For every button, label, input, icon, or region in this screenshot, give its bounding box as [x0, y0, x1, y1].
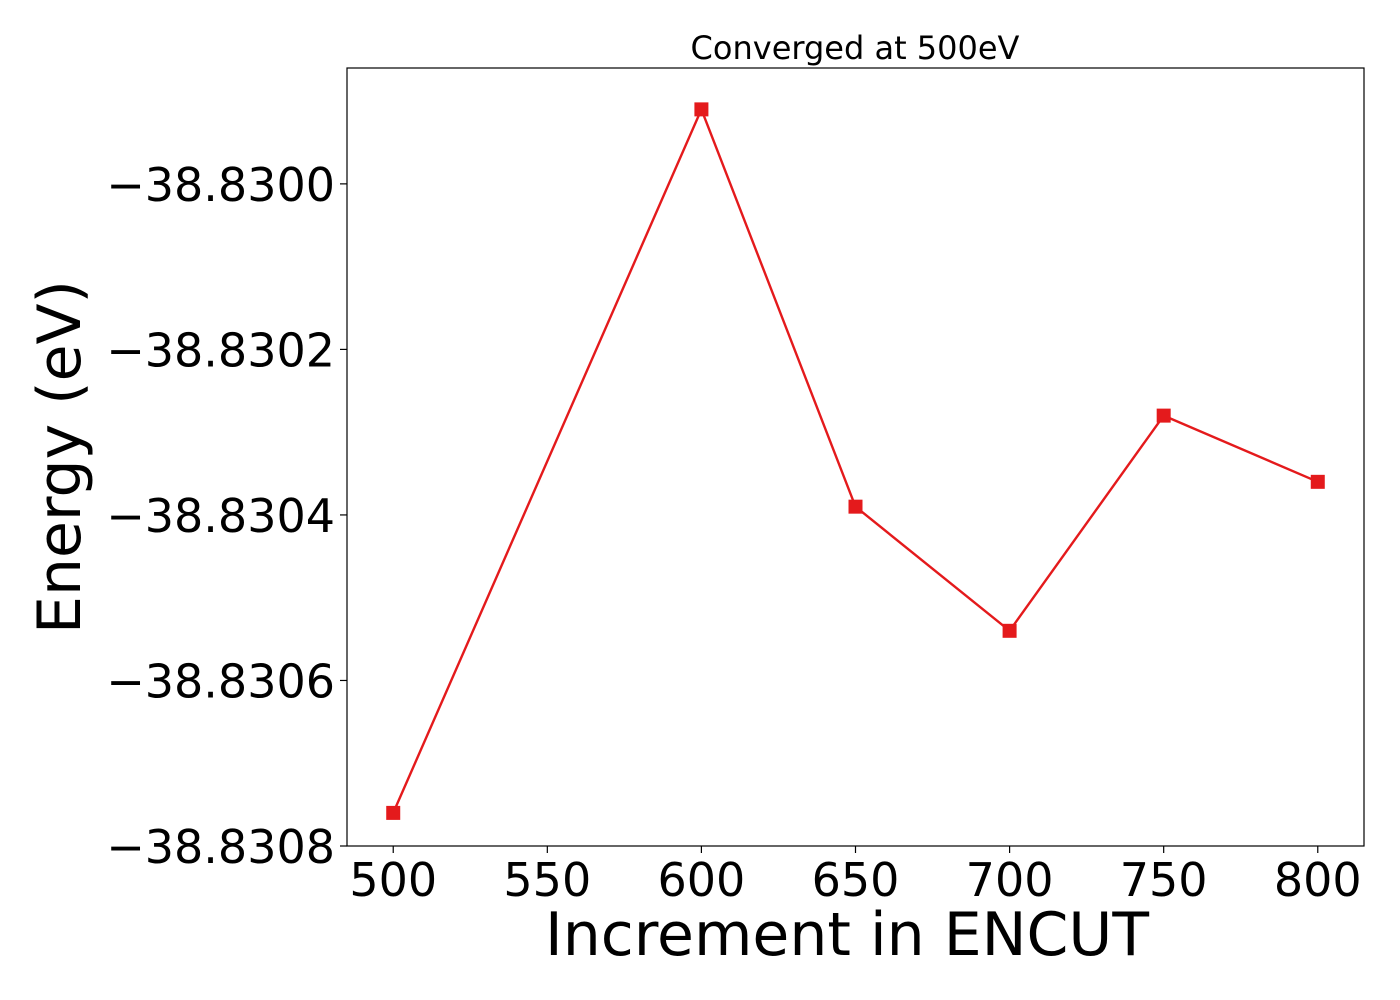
data-point-marker: [386, 805, 401, 820]
series-line: [392, 106, 1319, 814]
data-point-marker: [1002, 623, 1017, 638]
chart-title: Converged at 500eV: [691, 29, 1020, 67]
x-tick-label: 800: [1274, 853, 1362, 907]
x-tick-label: 700: [966, 853, 1054, 907]
x-tick-label: 650: [812, 853, 900, 907]
x-tick-label: 750: [1120, 853, 1208, 907]
data-point-marker: [1156, 408, 1171, 423]
data-point-marker: [848, 499, 863, 514]
y-tick-label: −38.8302: [106, 323, 335, 377]
y-axis: −38.8300 −38.8302 −38.8304 −38.8306 −38.8308: [106, 158, 347, 874]
y-tick-label: −38.8300: [106, 158, 335, 212]
y-tick-label: −38.8306: [106, 654, 335, 708]
y-axis-label: Energy (eV): [25, 280, 95, 634]
x-tick-label: 500: [349, 853, 437, 907]
x-tick-label: 550: [503, 853, 591, 907]
x-axis-label: Increment in ENCUT: [545, 900, 1149, 970]
series-energy: [386, 102, 1325, 820]
x-axis: 500 550 600 650 700 750 800: [349, 846, 1362, 907]
y-tick-label: −38.8304: [106, 489, 335, 543]
y-tick-label: −38.8308: [106, 820, 335, 874]
x-tick-label: 600: [658, 853, 746, 907]
data-point-marker: [694, 102, 709, 117]
plot-area-frame: [346, 67, 1365, 847]
data-point-marker: [1310, 474, 1325, 489]
